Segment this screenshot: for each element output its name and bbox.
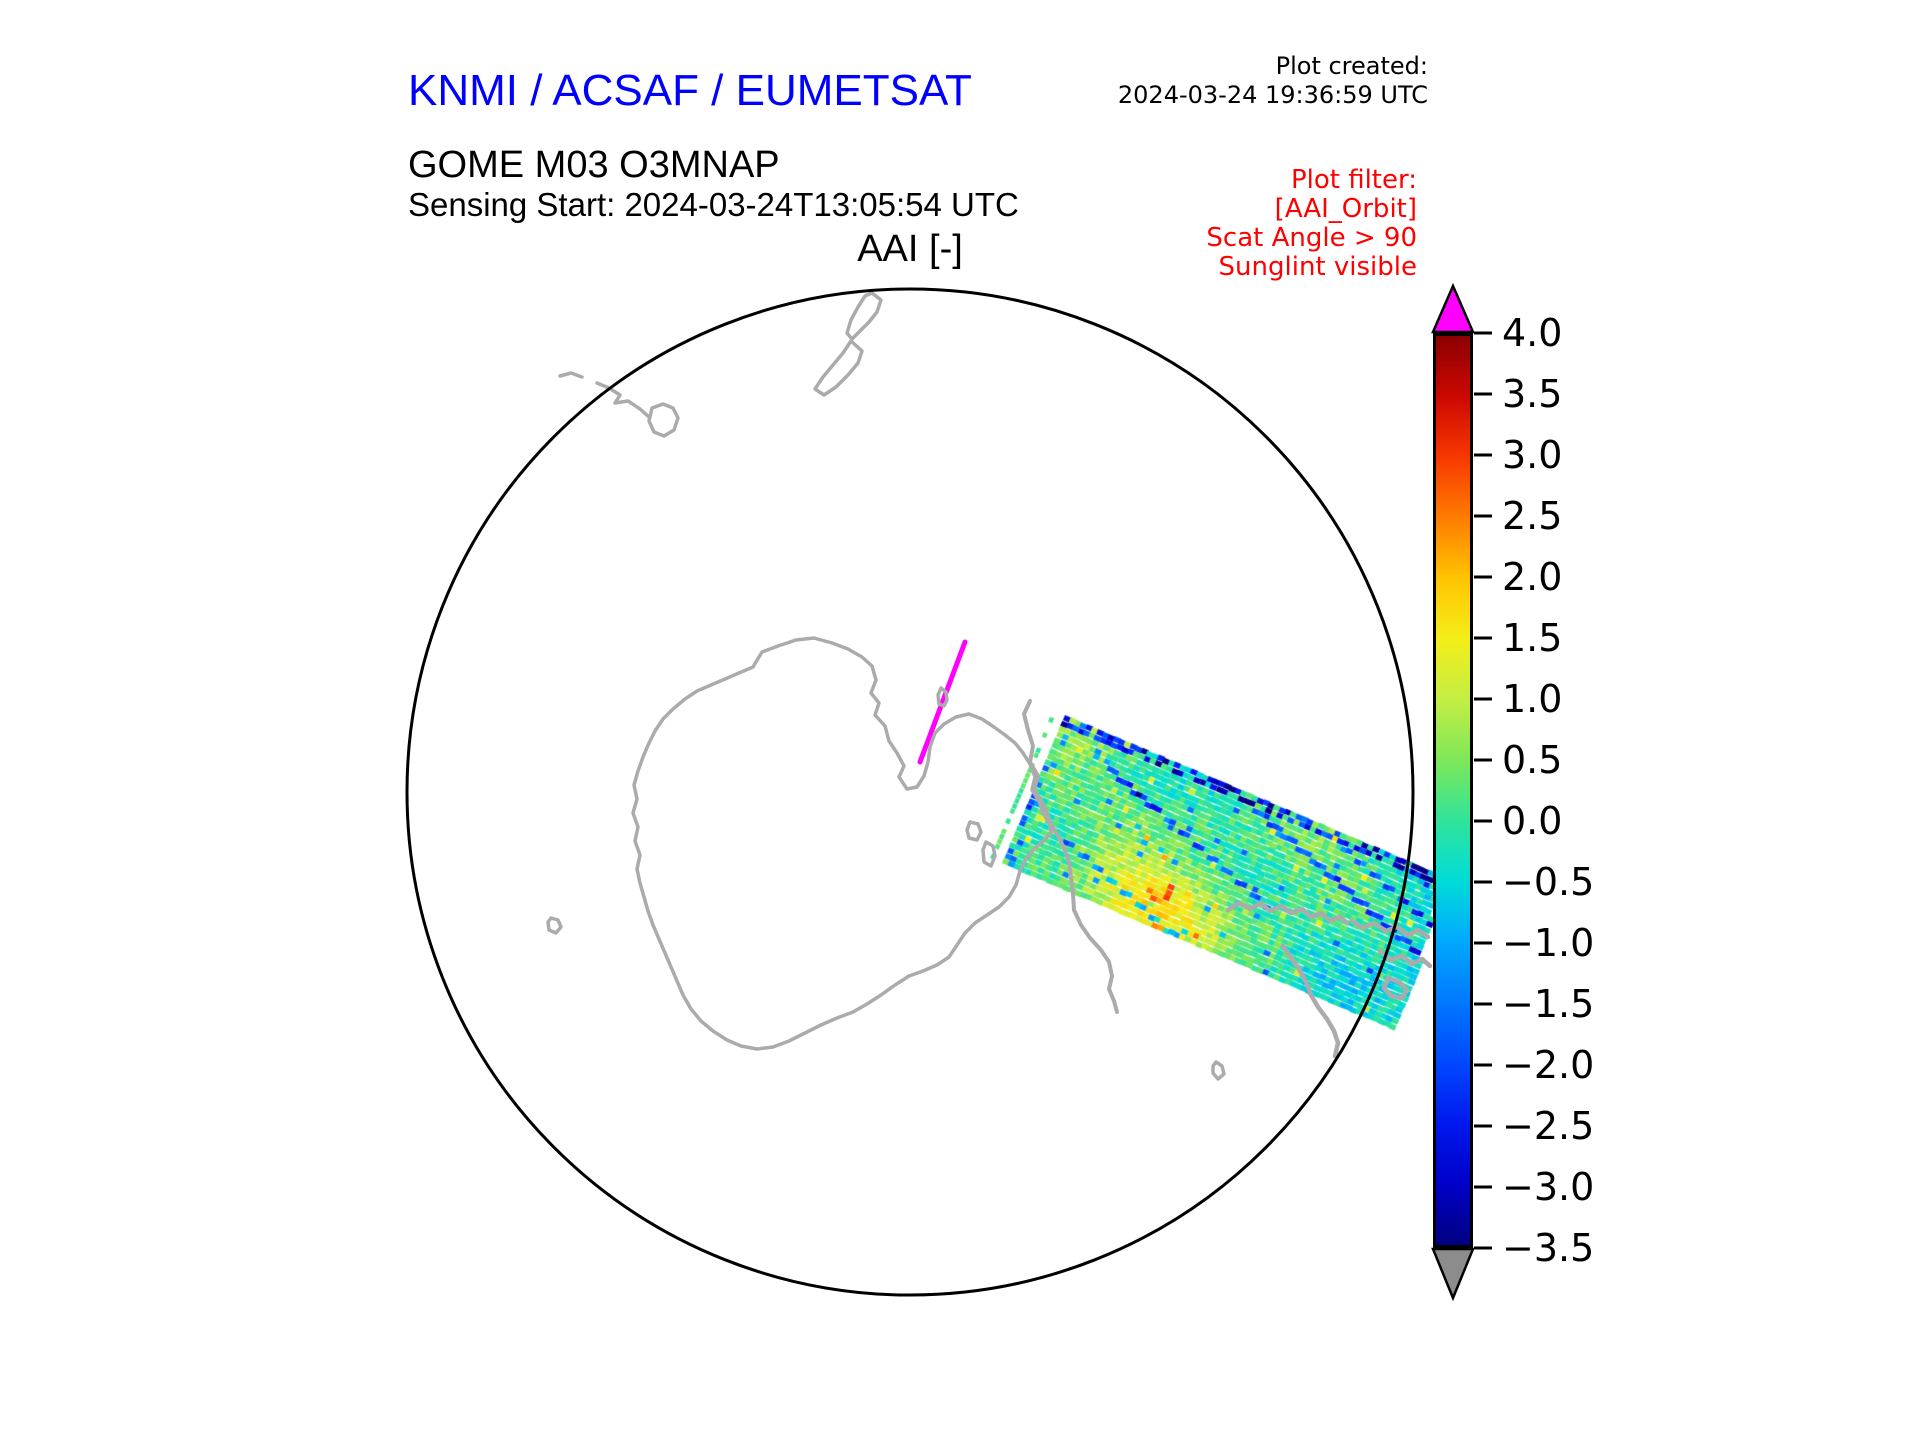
coastlines — [546, 291, 1433, 1081]
coastline-south-america-coast-c — [1349, 918, 1431, 940]
coastline-new-zealand-north — [845, 291, 883, 341]
colorbar-tick-label: −3.0 — [1502, 1165, 1595, 1209]
coastline-australia-clip-b — [558, 371, 584, 379]
coastline-tasmania — [647, 402, 680, 438]
coastline-antarctic-peninsula — [1022, 699, 1119, 1014]
colorbar-tick-label: −0.5 — [1502, 860, 1595, 904]
colorbar-tick-label: −1.5 — [1502, 982, 1595, 1026]
coastline-south-america-coast-a — [1225, 900, 1350, 926]
coastline-kerguelen — [546, 916, 563, 935]
map-title: AAI [-] — [857, 228, 963, 270]
plot-filter-line: Plot filter: — [1290, 165, 1417, 195]
brand-title: KNMI / ACSAF / EUMETSAT — [408, 66, 972, 115]
colorbar — [1433, 333, 1473, 1248]
product-title: GOME M03 O3MNAP — [408, 144, 780, 186]
coastline-ross-island-b — [981, 840, 997, 868]
coastline-small-island-south — [1211, 1060, 1226, 1081]
coastline-antarctica-mainland — [631, 636, 1053, 1051]
colorbar-tick-marks — [1474, 331, 1492, 1250]
colorbar-tick-label: 2.5 — [1502, 494, 1563, 538]
colorbar-tick-label: −3.5 — [1502, 1226, 1595, 1270]
coastline-new-zealand-south — [813, 339, 864, 397]
colorbar-tick-label: 0.0 — [1502, 799, 1563, 843]
coastline-south-america-coast-b — [1280, 943, 1341, 1059]
colorbar-tick-label: 3.0 — [1502, 433, 1563, 477]
map-boundary-circle — [405, 287, 1415, 1297]
colorbar-tick-label: 3.5 — [1502, 372, 1563, 416]
colorbar-tick-label: 4.0 — [1502, 311, 1563, 355]
colorbar-tick-label: −2.0 — [1502, 1043, 1595, 1087]
plot-created-block: Plot created: 2024-03-24 19:36:59 UTC — [1028, 52, 1428, 110]
colorbar-tick-label: −2.5 — [1502, 1104, 1595, 1148]
plot-filter-line: Scat Angle > 90 — [1206, 223, 1417, 253]
plot-created-timestamp: 2024-03-24 19:36:59 UTC — [1117, 81, 1428, 109]
plot-filter-line: Sunglint visible — [1218, 252, 1417, 282]
coastline-south-america-blob — [1381, 975, 1410, 1001]
colorbar-tick-label: 1.0 — [1502, 677, 1563, 721]
colorbar-tick-label: 2.0 — [1502, 555, 1563, 599]
coastline-australia-clip — [595, 381, 651, 419]
coastline-ross-island-a — [965, 820, 983, 842]
coastline-bay-island — [936, 686, 949, 708]
plot-filter-block: Plot filter: [AAI_Orbit] Scat Angle > 90… — [1017, 166, 1417, 282]
colorbar-over-arrow-icon — [1431, 282, 1475, 334]
colorbar-tick-label: 0.5 — [1502, 738, 1563, 782]
colorbar-tick-label: −1.0 — [1502, 921, 1595, 965]
sensing-start: Sensing Start: 2024-03-24T13:05:54 UTC — [408, 186, 1019, 223]
plot-created-label: Plot created: — [1275, 52, 1428, 80]
colorbar-tick-label: 1.5 — [1502, 616, 1563, 660]
colorbar-under-arrow-icon — [1431, 1247, 1475, 1302]
plot-filter-line: [AAI_Orbit] — [1274, 194, 1417, 224]
coastline-south-america-coast-d — [1377, 948, 1433, 969]
magenta-orbit-segment — [917, 639, 968, 765]
